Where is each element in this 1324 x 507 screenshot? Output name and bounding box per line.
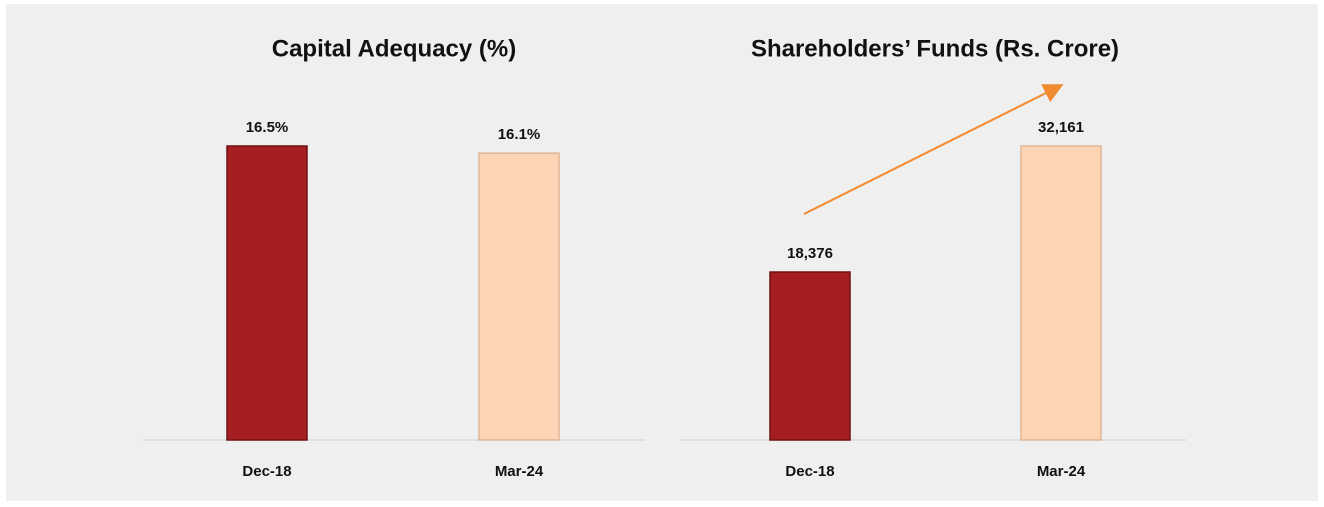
bar <box>1020 145 1102 441</box>
chart-title: Capital Adequacy (%) <box>272 35 517 62</box>
data-label: 16.1% <box>498 126 541 143</box>
trend-arrow <box>803 84 1064 215</box>
x-tick-label: Dec-18 <box>242 463 291 480</box>
data-label: 16.5% <box>246 119 289 136</box>
chart-title: Shareholders’ Funds (Rs. Crore) <box>751 35 1119 62</box>
bar <box>769 271 851 441</box>
x-tick-label: Mar-24 <box>495 463 544 480</box>
bar <box>226 145 308 441</box>
background <box>6 4 1318 501</box>
x-tick-label: Dec-18 <box>785 463 834 480</box>
data-label: 32,161 <box>1038 119 1084 136</box>
x-tick-label: Mar-24 <box>1037 463 1086 480</box>
bar <box>478 152 560 441</box>
data-label: 18,376 <box>787 245 833 262</box>
